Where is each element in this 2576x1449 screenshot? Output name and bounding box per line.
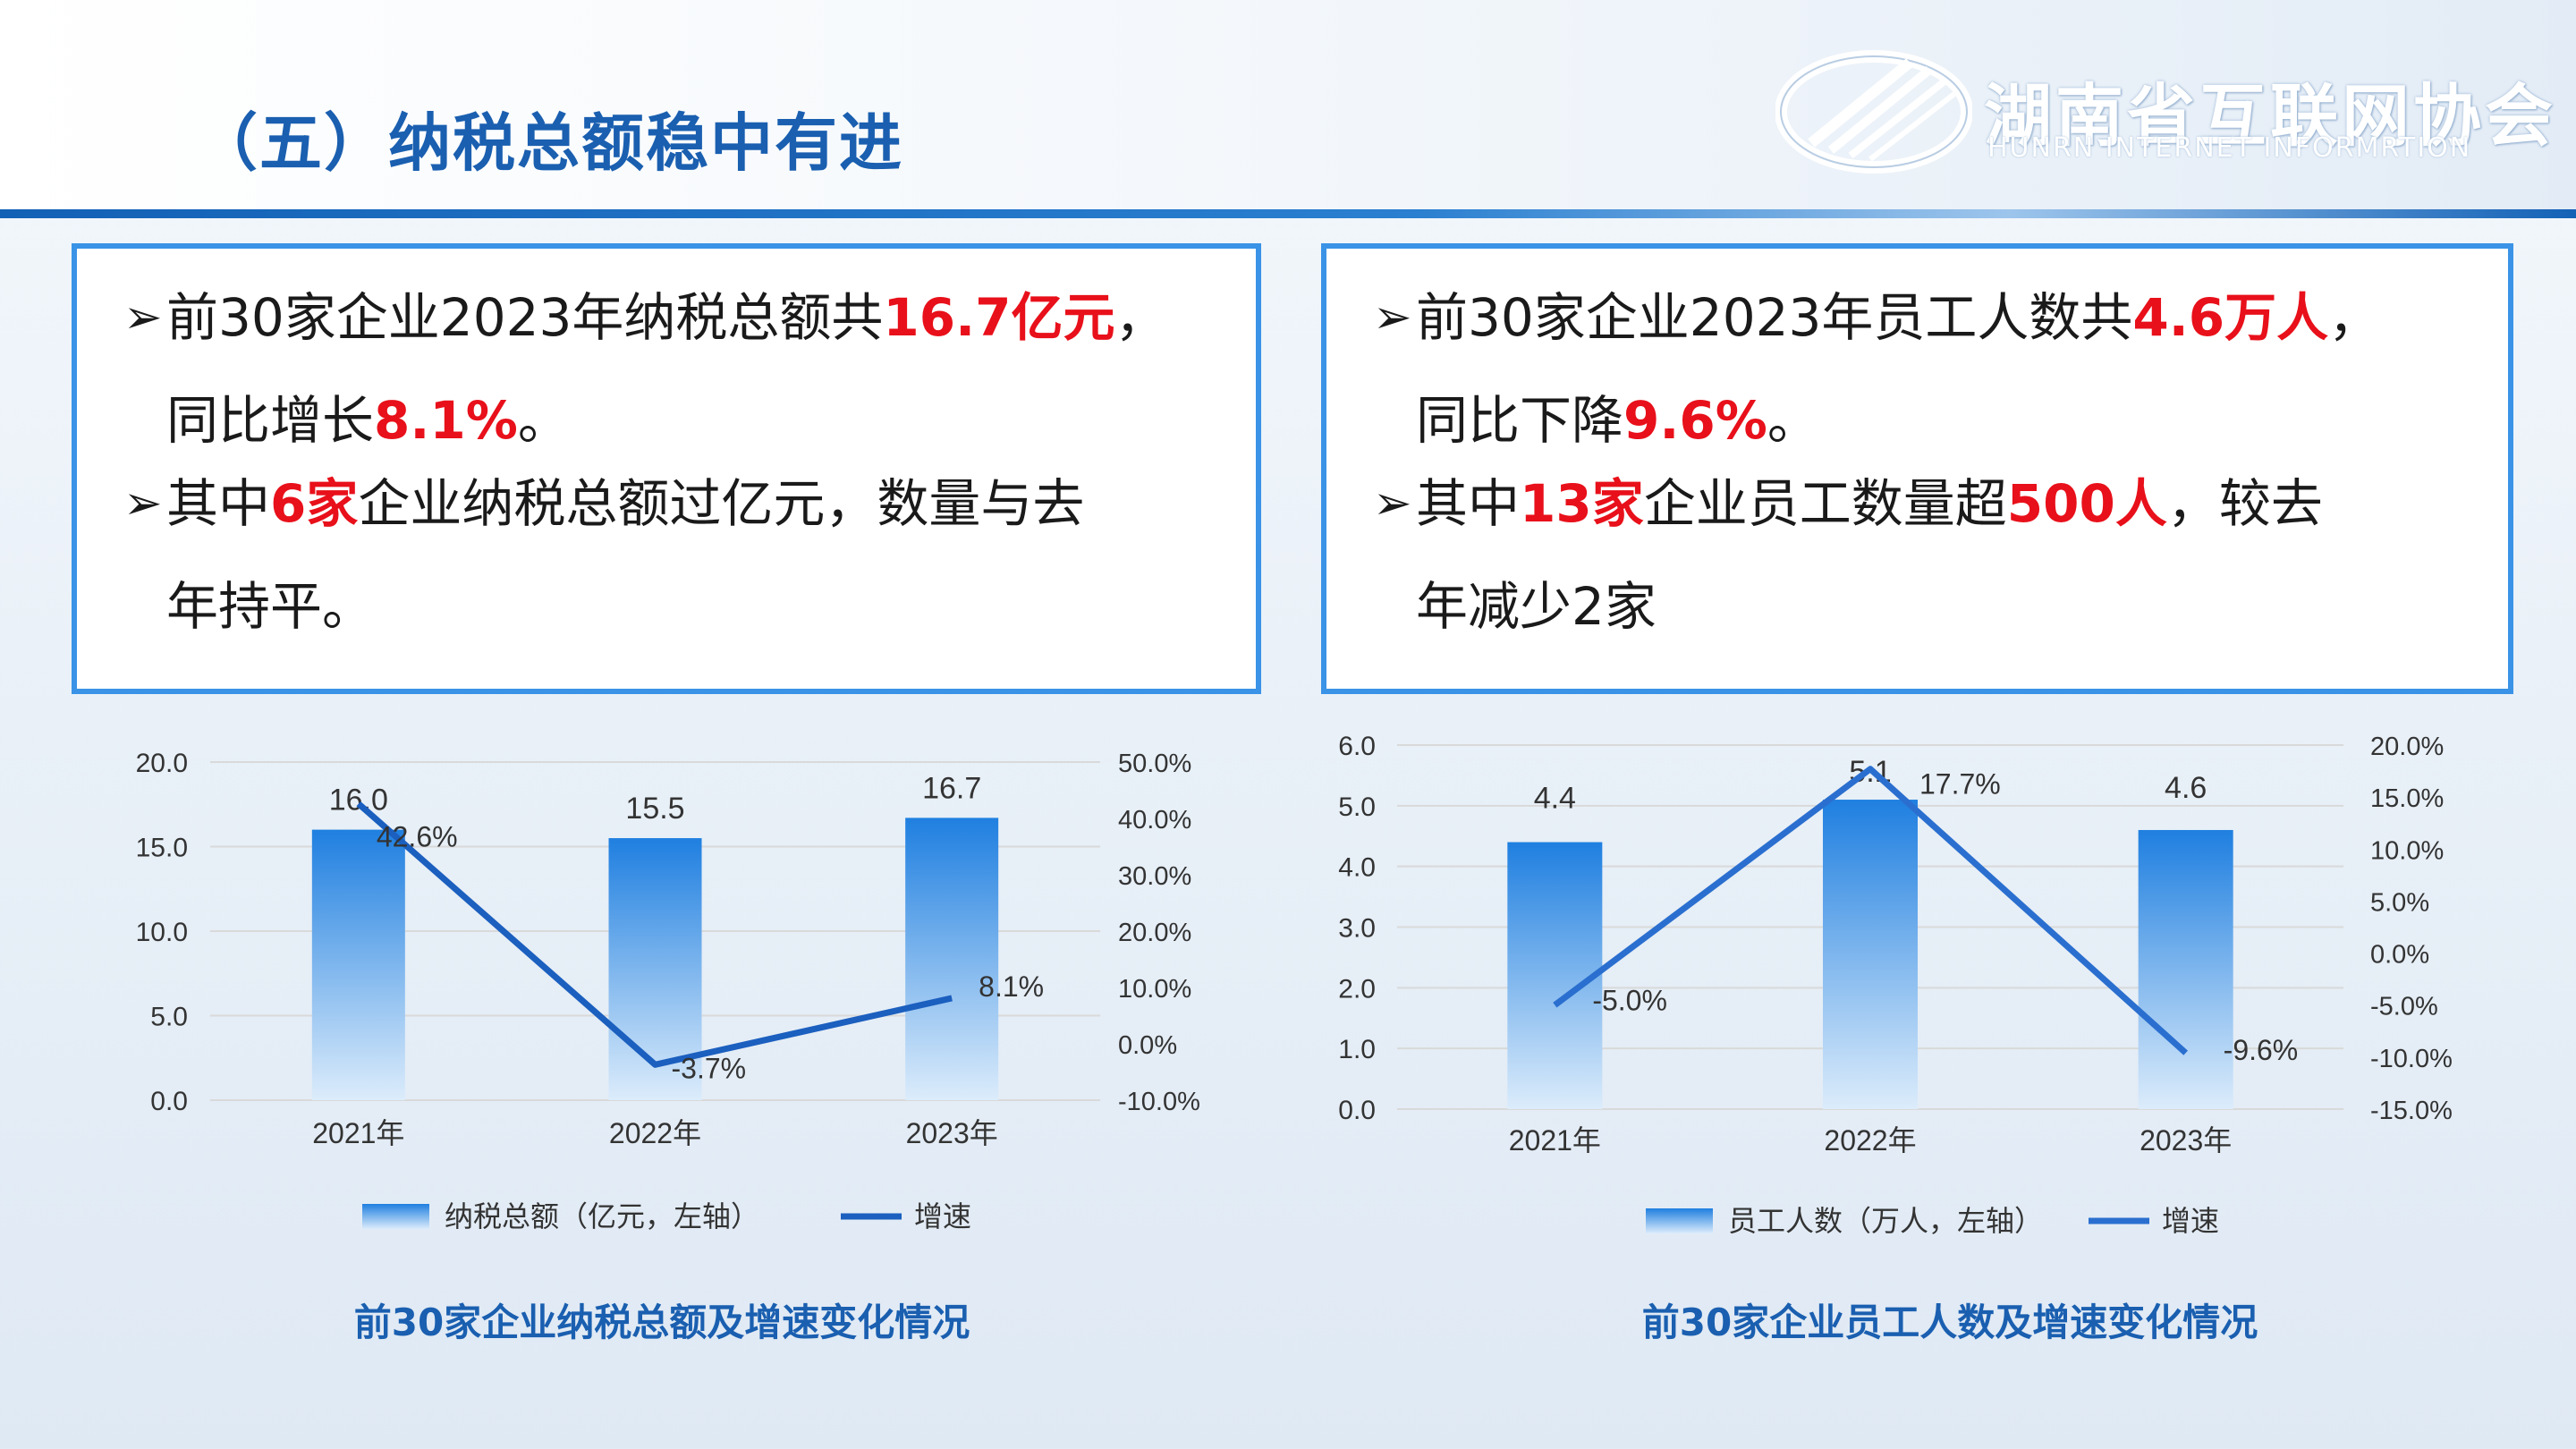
association-logo-icon xyxy=(1775,50,1972,174)
staff-total-highlight: 4.6万人 xyxy=(2132,287,2329,348)
staff-left-tick-label: 0.0 xyxy=(1338,1096,1376,1125)
tax-bar-label: 16.7 xyxy=(922,771,981,805)
tax-chart-caption: 前30家企业纳税总额及增速变化情况 xyxy=(353,1301,970,1344)
staff-legend-bar-label: 员工人数（万人，左轴） xyxy=(1728,1205,2043,1237)
page-title: （五）纳税总额稳中有进 xyxy=(195,106,903,180)
staff-right-tick-label: 0.0% xyxy=(2370,941,2429,970)
tax-bullet-2: ➢ 其中6家企业纳税总额过亿元，数量与去年持平。 xyxy=(123,453,1220,658)
staff-bullet-1: ➢ 前30家企业2023年员工人数共4.6万人， 同比下降9.6%。 xyxy=(1373,267,2472,472)
staff-left-tick-label: 6.0 xyxy=(1338,732,1376,761)
staff-decline-highlight: 9.6% xyxy=(1623,390,1767,451)
staff-left-tick-label: 3.0 xyxy=(1338,914,1376,944)
staff-growth-label: -5.0% xyxy=(1592,985,1667,1017)
tax-legend-bar-label: 纳税总额（亿元，左轴） xyxy=(445,1200,759,1233)
staff-bullet-2: ➢ 其中13家企业员工数量超500人，较去年减少2家 xyxy=(1373,453,2472,658)
staff-bullet-1-text-2: 同比下降 xyxy=(1416,390,1624,451)
tax-bullet-1: ➢ 前30家企业2023年纳税总额共16.7亿元， 同比增长8.1%。 xyxy=(123,267,1220,472)
tax-bar-label: 16.0 xyxy=(329,784,388,818)
tax-bullet-2-text-2: 企业纳税总额过亿元，数量与去 xyxy=(358,473,1085,534)
staff-bar-label: 4.4 xyxy=(1534,782,1576,816)
tax-right-tick-label: 50.0% xyxy=(1118,750,1191,778)
tax-bullet-1-text: 前30家企业2023年纳税总额共 xyxy=(166,287,884,348)
staff-category-label: 2021年 xyxy=(1509,1124,1601,1157)
tax-bar xyxy=(905,818,999,1100)
staff-bar xyxy=(1507,842,1603,1109)
staff-right-tick-label: -10.0% xyxy=(2370,1045,2453,1073)
staff-chart-caption: 前30家企业员工人数及增速变化情况 xyxy=(1641,1301,2258,1344)
tax-category-label: 2023年 xyxy=(906,1117,998,1149)
staff-bullet-2-text-4: 年减少2家 xyxy=(1416,576,1657,637)
header-band xyxy=(0,0,2576,215)
tax-bar-label: 15.5 xyxy=(625,792,684,826)
staff-growth-line xyxy=(1553,766,2189,1055)
tax-legend-line-label: 增速 xyxy=(914,1200,971,1233)
staff-chart: 0.0 1.0 2.0 3.0 4.0 5.0 6.0 -15.0% -10.0% -5.0% 0.… xyxy=(1338,732,2453,1237)
logo-subtitle: HUNRN INTERNET INFORMRTION xyxy=(1987,132,2472,164)
tax-right-tick-label: 10.0% xyxy=(1118,975,1191,1004)
staff-category-label: 2023年 xyxy=(2140,1124,2232,1157)
tax-right-tick-label: 0.0% xyxy=(1118,1031,1177,1060)
tax-chart: 0.0 5.0 10.0 15.0 20.0 -10.0% 0.0% 10.0% 20.0% 30… xyxy=(136,749,1200,1233)
tax-left-tick-label: 5.0 xyxy=(150,1003,188,1032)
tax-legend-bar-swatch xyxy=(362,1204,429,1229)
title-rule xyxy=(0,209,2576,218)
tax-growth-highlight: 8.1% xyxy=(374,390,518,451)
staff-right-tick-label: -5.0% xyxy=(2370,993,2438,1021)
staff-right-tick-label: 10.0% xyxy=(2370,836,2444,865)
staff-companies-highlight: 13家 xyxy=(1520,473,1644,534)
tax-right-tick-label: 40.0% xyxy=(1118,806,1191,835)
staff-bullet-2-text-2: 企业员工数量超 xyxy=(1643,473,2007,534)
tax-bullet-1-end: 。 xyxy=(517,390,570,451)
tax-left-tick-label: 0.0 xyxy=(150,1087,188,1116)
staff-bullet-1-text: 前30家企业2023年员工人数共 xyxy=(1416,287,2133,348)
tax-left-tick-label: 15.0 xyxy=(136,834,188,863)
tax-growth-line xyxy=(356,801,953,1068)
staff-bar-label: 4.6 xyxy=(2165,771,2207,805)
tax-right-tick-label: 20.0% xyxy=(1118,919,1191,947)
tax-growth-label: 8.1% xyxy=(979,970,1044,1003)
staff-right-tick-label: -15.0% xyxy=(2370,1097,2453,1125)
staff-bar xyxy=(2138,829,2233,1109)
staff-legend-bar-swatch xyxy=(1646,1208,1713,1233)
staff-legend-line-label: 增速 xyxy=(2162,1205,2219,1237)
staff-bar xyxy=(1823,800,1918,1109)
staff-summary-box: ➢ 前30家企业2023年员工人数共4.6万人， 同比下降9.6%。 ➢ 其中13家企… xyxy=(1321,243,2513,694)
staff-bullet-1-comma: ， xyxy=(2328,287,2381,348)
staff-left-tick-label: 2.0 xyxy=(1338,974,1376,1004)
staff-right-tick-label: 5.0% xyxy=(2370,888,2429,917)
tax-category-label: 2022年 xyxy=(609,1117,701,1149)
staff-left-tick-label: 4.0 xyxy=(1338,853,1376,883)
tax-left-tick-label: 10.0 xyxy=(136,918,188,947)
tax-bar xyxy=(311,829,405,1100)
bullet-arrow-icon: ➢ xyxy=(123,291,163,344)
bullet-arrow-icon: ➢ xyxy=(1373,477,1412,530)
staff-left-tick-label: 5.0 xyxy=(1338,792,1376,822)
tax-bullet-2-text-3: 年持平。 xyxy=(166,576,375,637)
logo-name: 湖南省互联网协会 xyxy=(1984,76,2556,156)
tax-total-highlight: 16.7亿元 xyxy=(883,287,1115,348)
tax-growth-label: 42.6% xyxy=(377,821,458,853)
tax-growth-label: -3.7% xyxy=(672,1052,747,1084)
tax-bullet-1-comma: ， xyxy=(1114,287,1167,348)
tax-right-tick-label: -10.0% xyxy=(1118,1088,1200,1116)
staff-bullet-2-text-3: ，较去 xyxy=(2166,473,2323,534)
tax-category-label: 2021年 xyxy=(312,1117,404,1149)
tax-bullet-2-text: 其中 xyxy=(166,473,271,534)
staff-500-highlight: 500人 xyxy=(2006,473,2167,534)
tax-summary-box: ➢ 前30家企业2023年纳税总额共16.7亿元， 同比增长8.1%。 ➢ 其中6家企… xyxy=(72,243,1261,694)
tax-right-tick-label: 30.0% xyxy=(1118,862,1191,891)
staff-right-tick-label: 20.0% xyxy=(2370,733,2444,761)
staff-growth-label: -9.6% xyxy=(2224,1034,2299,1066)
tax-bullet-1-text-2: 同比增长 xyxy=(166,390,375,451)
tax-left-tick-label: 20.0 xyxy=(136,749,188,778)
staff-left-tick-label: 1.0 xyxy=(1338,1035,1376,1064)
staff-bullet-1-end: 。 xyxy=(1767,390,1819,451)
staff-right-tick-label: 15.0% xyxy=(2370,784,2444,813)
bullet-arrow-icon: ➢ xyxy=(1373,291,1412,344)
tax-companies-highlight: 6家 xyxy=(270,473,359,534)
staff-category-label: 2022年 xyxy=(1824,1124,1916,1157)
staff-growth-label: 17.7% xyxy=(1919,768,2001,801)
staff-bullet-2-text: 其中 xyxy=(1416,473,1521,534)
bullet-arrow-icon: ➢ xyxy=(123,477,163,530)
